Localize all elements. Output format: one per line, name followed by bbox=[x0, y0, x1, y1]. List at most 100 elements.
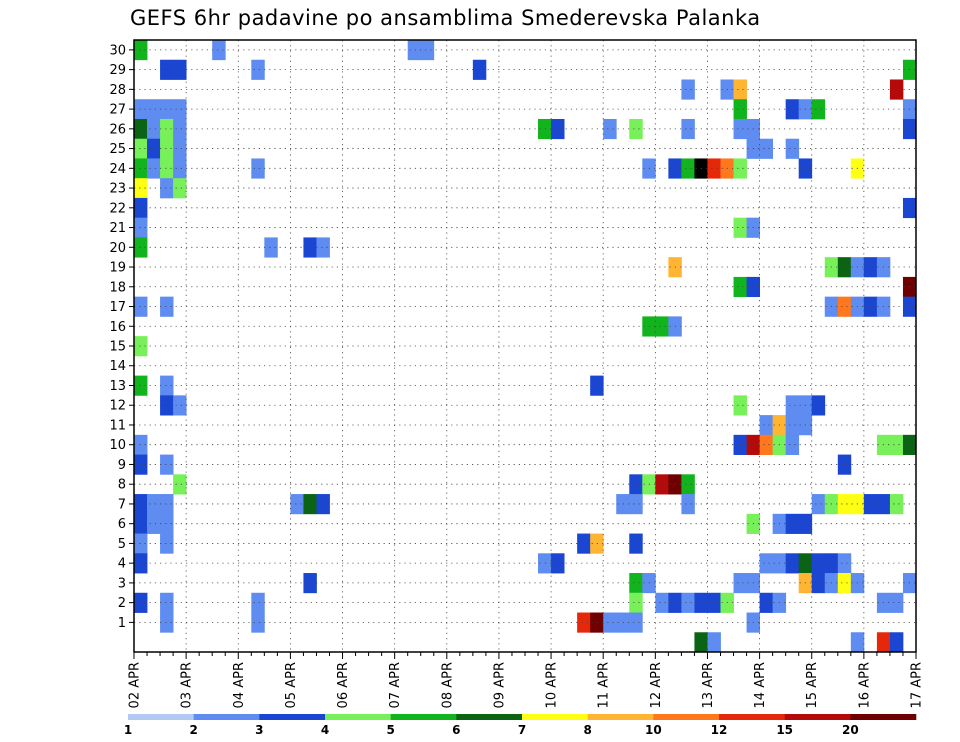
heatmap-cell bbox=[160, 454, 174, 475]
heatmap-cell bbox=[147, 494, 161, 515]
legend-swatch bbox=[719, 714, 785, 720]
heatmap-cell bbox=[759, 434, 774, 455]
heatmap-cell bbox=[160, 158, 174, 179]
heatmap-cell bbox=[837, 553, 852, 574]
y-tick-label: 27 bbox=[109, 103, 126, 118]
heatmap-cell bbox=[303, 237, 317, 258]
heatmap-cell bbox=[811, 395, 826, 416]
heatmap-cell bbox=[134, 197, 148, 219]
heatmap-cell bbox=[147, 118, 161, 140]
heatmap-cell bbox=[160, 612, 174, 633]
heatmap-cell bbox=[147, 99, 161, 120]
x-tick-label: 11 APR bbox=[597, 662, 612, 708]
legend-swatch bbox=[325, 714, 391, 720]
heatmap-cell bbox=[577, 533, 591, 554]
heatmap-cell bbox=[837, 494, 852, 515]
heatmap-cell bbox=[134, 336, 148, 357]
heatmap-cell bbox=[785, 395, 800, 416]
x-tick-label: 04 APR bbox=[232, 662, 247, 708]
legend-swatch bbox=[193, 714, 260, 720]
legend-label: 8 bbox=[583, 723, 591, 737]
heatmap-cell bbox=[733, 217, 747, 238]
y-tick-label: 23 bbox=[109, 182, 126, 197]
heatmap-cell bbox=[316, 237, 330, 258]
heatmap-cell bbox=[629, 494, 643, 515]
y-tick-label: 2 bbox=[118, 596, 126, 611]
y-tick-label: 16 bbox=[109, 320, 126, 335]
heatmap-cell bbox=[160, 395, 174, 416]
y-tick-label: 14 bbox=[109, 359, 126, 374]
heatmap-cell bbox=[733, 395, 747, 416]
heatmap-cell bbox=[538, 118, 552, 140]
heatmap-cell bbox=[251, 592, 265, 613]
heatmap-cell bbox=[147, 138, 161, 159]
legend-swatch bbox=[850, 714, 917, 720]
y-tick-label: 15 bbox=[109, 340, 126, 355]
heatmap-cell bbox=[173, 118, 187, 140]
y-tick-label: 10 bbox=[109, 438, 126, 453]
heatmap-cell bbox=[251, 59, 265, 80]
heatmap-cell bbox=[264, 237, 278, 258]
heatmap-cell bbox=[551, 553, 565, 574]
legend-label: 7 bbox=[518, 723, 526, 737]
heatmap-cell bbox=[173, 59, 187, 80]
legend-label: 10 bbox=[645, 723, 662, 737]
heatmap-cell bbox=[290, 494, 304, 515]
heatmap-cell bbox=[863, 494, 878, 515]
heatmap-cell bbox=[472, 59, 487, 80]
heatmap-cell bbox=[733, 99, 747, 120]
heatmap-cell bbox=[681, 494, 695, 515]
heatmap-cell bbox=[160, 494, 174, 515]
y-tick-label: 25 bbox=[109, 142, 126, 157]
heatmap-cell bbox=[889, 632, 904, 653]
legend-swatch bbox=[128, 714, 194, 720]
heatmap-cell bbox=[785, 513, 800, 534]
heatmap-cell bbox=[811, 573, 826, 594]
heatmap-cell bbox=[577, 612, 591, 633]
heatmap-cell bbox=[160, 296, 174, 317]
heatmap-cell bbox=[160, 138, 174, 159]
legend-label: 6 bbox=[452, 723, 460, 737]
x-tick-label: 13 APR bbox=[701, 662, 716, 708]
legend-swatch bbox=[456, 714, 523, 720]
heatmap-cell bbox=[733, 158, 747, 179]
heatmap-cell bbox=[160, 118, 174, 140]
heatmap-cell bbox=[134, 494, 148, 515]
y-tick-label: 24 bbox=[109, 162, 126, 177]
heatmap-cell bbox=[134, 296, 148, 317]
heatmap-cell bbox=[759, 415, 774, 436]
heatmap-cell bbox=[811, 99, 826, 120]
y-tick-label: 7 bbox=[118, 497, 126, 512]
heatmap-cell bbox=[160, 178, 174, 199]
heatmap-cell bbox=[134, 375, 148, 396]
heatmap-cell bbox=[889, 592, 904, 613]
y-tick-label: 19 bbox=[109, 261, 126, 276]
heatmap-cell bbox=[629, 612, 643, 633]
heatmap-cell bbox=[889, 494, 904, 515]
heatmap-cell bbox=[681, 158, 695, 179]
heatmap-cell bbox=[251, 612, 265, 633]
heatmap-cell bbox=[889, 79, 904, 100]
heatmap-cell bbox=[876, 632, 891, 653]
heatmap-cell bbox=[173, 178, 187, 199]
y-tick-label: 26 bbox=[109, 122, 126, 137]
legend-swatch bbox=[653, 714, 720, 720]
heatmap-cell bbox=[811, 553, 826, 574]
x-tick-label: 16 APR bbox=[857, 662, 872, 708]
heatmap-cell bbox=[629, 118, 643, 140]
legend-swatch bbox=[587, 714, 654, 720]
heatmap-cell bbox=[694, 632, 708, 653]
heatmap-cell bbox=[759, 592, 774, 613]
heatmap-cell bbox=[603, 612, 617, 633]
y-tick-label: 9 bbox=[118, 458, 126, 473]
y-tick-label: 3 bbox=[118, 576, 126, 591]
heatmap-cell bbox=[811, 494, 826, 515]
y-tick-label: 29 bbox=[109, 63, 126, 78]
heatmap-cell bbox=[681, 592, 695, 613]
heatmap-cell bbox=[316, 494, 330, 515]
heatmap-cell bbox=[134, 553, 148, 574]
heatmap-cell bbox=[303, 573, 317, 594]
heatmap-cell bbox=[134, 513, 148, 534]
legend-label: 20 bbox=[842, 723, 859, 737]
